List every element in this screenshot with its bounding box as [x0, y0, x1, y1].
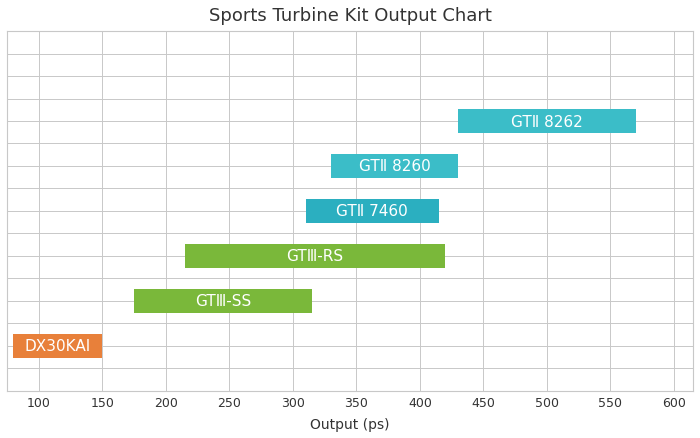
FancyBboxPatch shape — [305, 199, 439, 224]
Text: DX30KAI: DX30KAI — [25, 339, 91, 353]
FancyBboxPatch shape — [458, 110, 636, 134]
Text: GTⅡ 8260: GTⅡ 8260 — [358, 159, 430, 174]
FancyBboxPatch shape — [331, 154, 458, 179]
Text: GTⅢ-RS: GTⅢ-RS — [286, 249, 344, 264]
FancyBboxPatch shape — [13, 334, 102, 358]
Text: GTⅡ 8262: GTⅡ 8262 — [511, 114, 583, 129]
X-axis label: Output (ps): Output (ps) — [310, 417, 390, 431]
FancyBboxPatch shape — [185, 244, 445, 268]
Text: GTⅡ 7460: GTⅡ 7460 — [337, 204, 408, 219]
Title: Sports Turbine Kit Output Chart: Sports Turbine Kit Output Chart — [209, 7, 491, 25]
Text: GTⅢ-SS: GTⅢ-SS — [195, 294, 251, 309]
FancyBboxPatch shape — [134, 289, 312, 314]
